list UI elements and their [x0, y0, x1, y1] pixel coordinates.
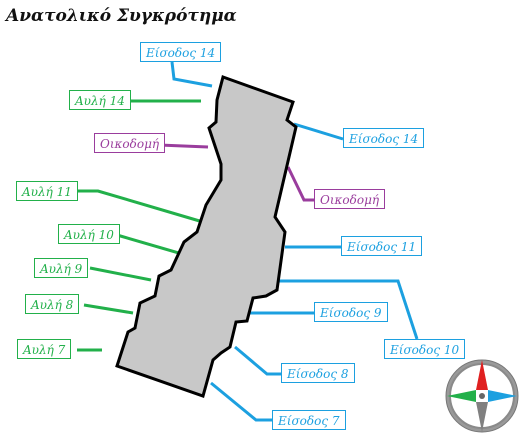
- courtyard-11-leader: [76, 189, 204, 224]
- entrance-11-label: Είσοδος 11: [341, 236, 423, 256]
- building-footprint: [115, 75, 298, 398]
- courtyard-14-label: Αυλή 14: [69, 90, 131, 110]
- entrance-14-right-label: Είσοδος 14: [343, 128, 425, 148]
- entrance-10-leader: [277, 279, 419, 340]
- entrance-14-top-label: Είσοδος 14: [140, 42, 222, 62]
- entrance-10-label: Είσοδος 10: [384, 339, 466, 359]
- compass-west-point: [447, 390, 476, 402]
- courtyard-9-leader: [89, 266, 152, 282]
- building-left-leader: [158, 143, 209, 149]
- courtyard-7-label: Αυλή 7: [17, 339, 72, 359]
- entrance-7-label: Είσοδος 7: [272, 410, 346, 430]
- diagram-title: Ανατολικό Συγκρότημα: [6, 6, 237, 26]
- compass-south-point: [476, 402, 488, 432]
- courtyard-8-label: Αυλή 8: [25, 294, 80, 314]
- entrance-8-leader: [234, 345, 281, 376]
- courtyard-8-leader: [83, 303, 134, 315]
- entrance-9-label: Είσοδος 9: [314, 302, 388, 322]
- building-left-label: Οικοδομή: [94, 133, 166, 153]
- compass-north-point: [476, 360, 488, 390]
- courtyard-10-leader: [116, 233, 190, 258]
- building-right-leader: [286, 166, 314, 202]
- entrance-8-label: Είσοδος 8: [281, 363, 355, 383]
- compass-east-point: [488, 390, 517, 402]
- entrance-7-leader: [210, 381, 272, 422]
- compass-rose-icon: [445, 359, 519, 433]
- courtyard-11-label: Αυλή 11: [16, 181, 78, 201]
- leader-lines: [76, 61, 419, 422]
- compass-center: [479, 393, 485, 399]
- entrance-14-right-leader: [293, 122, 344, 141]
- entrance-14-top-leader: [170, 61, 213, 88]
- courtyard-10-label: Αυλή 10: [58, 224, 120, 244]
- courtyard-9-label: Αυλή 9: [34, 258, 89, 278]
- building-right-label: Οικοδομή: [314, 189, 386, 209]
